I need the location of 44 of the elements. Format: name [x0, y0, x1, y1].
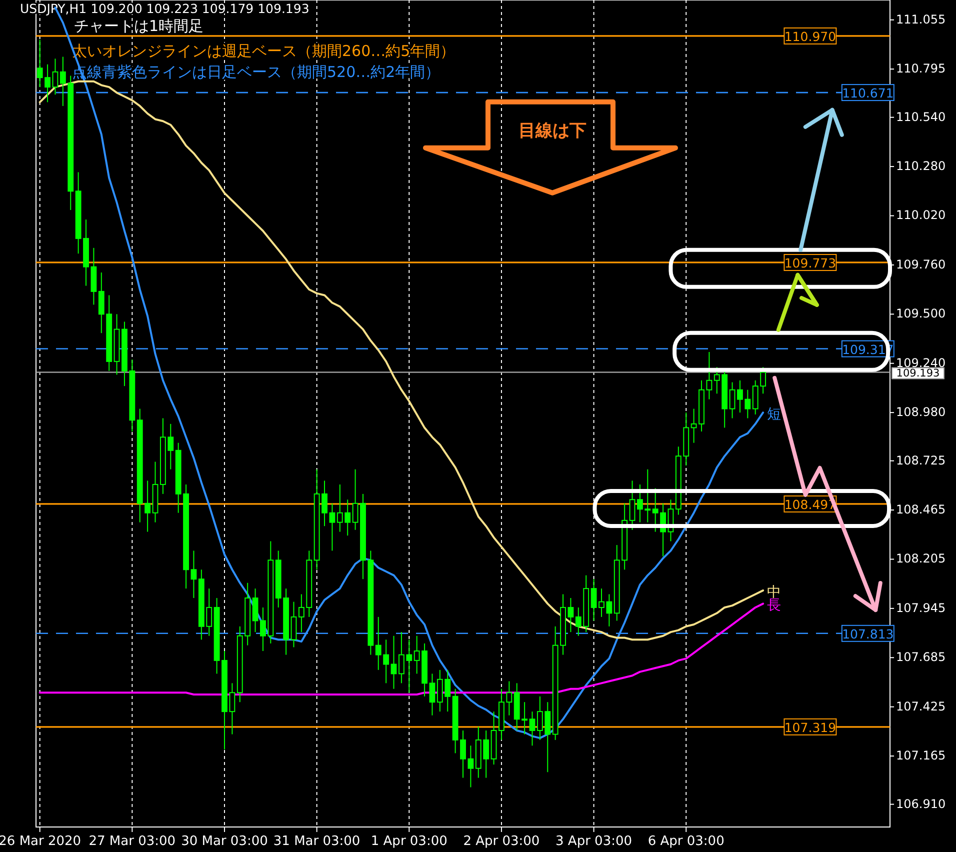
candlestick	[529, 711, 536, 746]
y-tick-label: 108.725	[896, 453, 946, 468]
y-tick-label: 110.280	[896, 159, 946, 174]
x-tick-label: 27 Mar 03:00	[88, 834, 176, 849]
x-tick-label: 6 Apr 03:00	[648, 834, 724, 849]
ref-line-label: 109.773	[784, 255, 836, 270]
annotation: チャートは1時間足	[74, 17, 204, 35]
y-tick-label: 106.910	[896, 796, 946, 811]
y-tick-label: 108.205	[896, 552, 946, 566]
ref-line-label: 110.671	[842, 86, 894, 101]
candlestick	[429, 673, 436, 716]
x-tick-label: 26 Mar 2020	[0, 834, 82, 849]
y-tick-label: 108.980	[896, 405, 946, 420]
y-tick-label: 107.945	[896, 600, 946, 615]
y-tick-label: 109.500	[896, 306, 946, 321]
y-tick-label: 110.795	[896, 62, 946, 76]
candlestick	[729, 382, 736, 419]
x-tick-label: 3 Apr 03:00	[556, 834, 632, 849]
y-tick-label: 111.055	[896, 12, 946, 26]
annotation: 短	[767, 406, 782, 423]
ref-line-label: 107.319	[784, 720, 836, 735]
ref-line-label: 107.813	[842, 626, 894, 642]
x-tick-label: 1 Apr 03:00	[370, 834, 448, 849]
y-tick-label: 109.240	[896, 356, 946, 370]
y-tick-label: 110.540	[896, 110, 946, 124]
y-tick-label: 107.425	[896, 699, 946, 714]
y-tick-label: 108.465	[896, 502, 946, 517]
ref-line-label: 109.193	[896, 368, 940, 380]
y-tick-label: 110.020	[896, 208, 946, 222]
x-tick-label: 2 Apr 03:00	[463, 834, 540, 849]
y-tick-label: 107.685	[896, 650, 946, 664]
annotation: 目線は下	[518, 120, 586, 141]
candlestick	[52, 58, 58, 96]
y-tick-label: 109.760	[896, 257, 946, 272]
annotation: 長	[767, 598, 782, 614]
ref-line-label: 110.970	[784, 28, 836, 44]
y-tick-label: 107.165	[896, 748, 946, 763]
candlestick	[390, 635, 397, 690]
candlestick	[190, 550, 197, 599]
candlestick	[290, 601, 297, 648]
x-tick-label: 31 Mar 03:00	[273, 834, 360, 849]
candlestick	[629, 480, 636, 530]
candlestick	[252, 588, 258, 633]
x-tick-label: 30 Mar 03:00	[181, 834, 268, 849]
